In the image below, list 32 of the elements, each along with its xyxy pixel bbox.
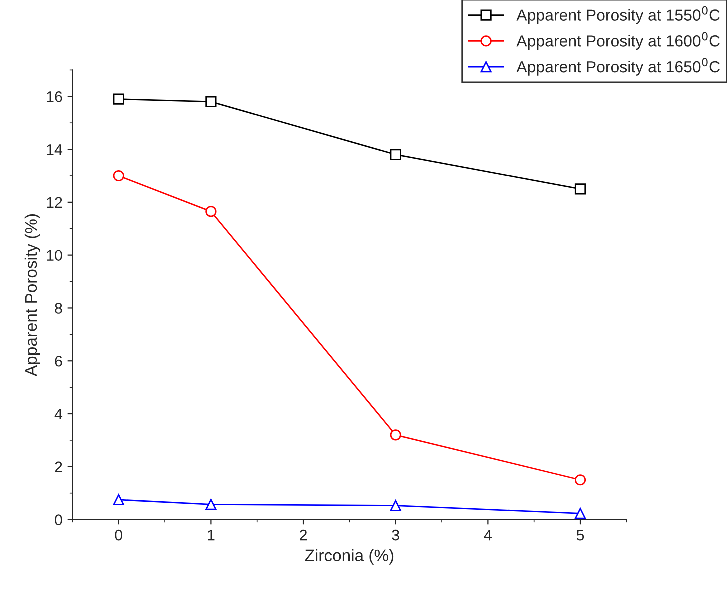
point — [113, 494, 124, 506]
point — [206, 206, 217, 218]
y-tick-label: 14 — [47, 144, 63, 156]
x-axis-title: Zirconia (%) — [305, 549, 394, 565]
y-tick-label: 4 — [54, 409, 63, 420]
x-tick-label: 3 — [392, 530, 400, 541]
x-tick-label: 1 — [208, 530, 215, 541]
x-tick-label: 4 — [484, 530, 492, 541]
legend-label: Apparent Porosity at 1650$^{0}$C — [516, 58, 720, 76]
y-tick-label: 6 — [55, 356, 62, 367]
y-tick-label: 16 — [47, 92, 62, 102]
point — [574, 184, 586, 195]
point — [206, 96, 217, 108]
y-axis-title: Apparent Porosity (%) — [24, 214, 40, 376]
x-tick-label: 2 — [300, 530, 308, 541]
y-tick-label: 0 — [55, 514, 62, 526]
point — [390, 500, 402, 512]
x-tick-label: 0 — [115, 530, 123, 541]
x-tick-label: 5 — [576, 530, 584, 541]
y-tick-label: 8 — [55, 303, 62, 314]
legend-label: Apparent Porosity at 1600$^{0}$C — [516, 32, 720, 50]
point — [390, 149, 402, 160]
point — [390, 430, 402, 441]
point — [206, 499, 217, 510]
y-tick-label: 12 — [47, 197, 62, 208]
y-tick-label: 10 — [47, 250, 62, 262]
point — [113, 94, 124, 105]
legend-label: Apparent Porosity at 1550$^{0}$C — [516, 6, 720, 24]
point — [574, 474, 586, 486]
point — [574, 508, 586, 520]
y-tick-label: 2 — [55, 462, 62, 472]
point — [113, 170, 124, 182]
